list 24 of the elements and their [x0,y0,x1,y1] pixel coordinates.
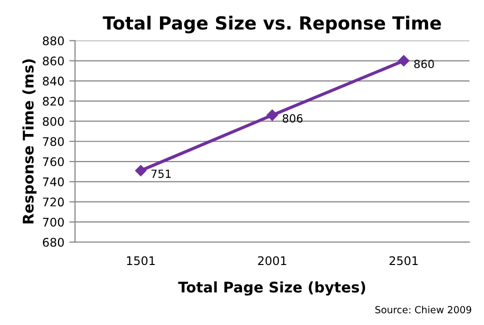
y-tick-label: 680 [42,238,64,247]
y-tick-label: 720 [43,198,64,206]
y-axis-title: Response Time (ms) [22,59,37,224]
chart-title: Total Page Size vs. Reponse Time [102,16,441,34]
x-tick-label: 1501 [127,256,155,266]
y-tick-label: 780 [43,137,64,146]
point [266,110,278,121]
data-label: 806 [282,114,302,123]
y-tick-label: 740 [43,177,64,186]
data-label: 751 [151,170,171,178]
x-tick-label: 2001 [258,256,286,266]
point [135,164,146,176]
y-tick-label: 800 [42,116,64,126]
x-axis-title: Total Page Size (bytes) [178,281,366,296]
y-tick-label: 700 [43,218,64,227]
y-tick-label: 760 [43,157,64,166]
y-tick-label: 860 [42,56,64,66]
y-tick-label: 820 [42,96,64,106]
data-label: 860 [414,60,434,68]
y-tick-label: 840 [42,76,64,86]
y-tick-label: 880 [42,36,64,46]
point [398,55,410,66]
x-tick-label: 2501 [390,256,418,266]
source-note: Source: Chiew 2009 [375,306,472,314]
